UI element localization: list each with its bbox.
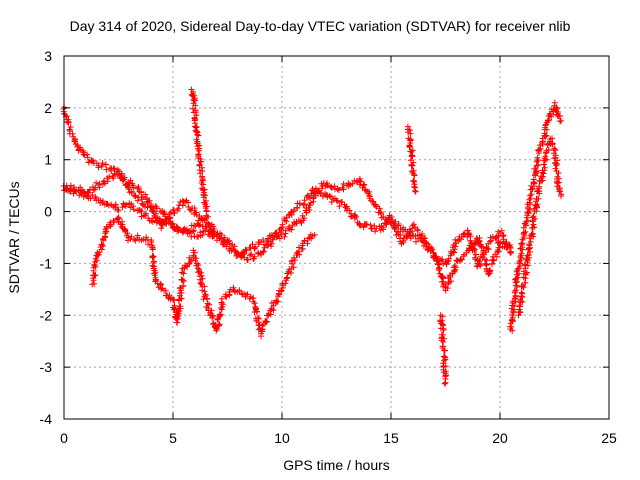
x-tick-label: 20 [492,430,508,446]
data-marks [404,123,419,195]
data-marks [507,99,565,334]
x-tick-label: 5 [169,430,177,446]
x-axis-label: GPS time / hours [283,457,390,473]
data-marks [60,104,220,238]
plot-frame [63,55,610,420]
series-track-c [60,104,220,238]
x-tick-label: 15 [383,430,399,446]
y-axis-label: SDTVAR / TECUs [6,181,22,293]
y-tick-label: 3 [44,48,52,64]
series-spike-6h [188,86,211,220]
series-spike-16h [404,123,419,195]
series-track-e [507,99,565,334]
y-tick-label: 0 [44,204,52,220]
y-tick-label: -1 [40,255,53,271]
x-tick-label: 25 [601,430,617,446]
axis-ticks: 0 5 10 15 20 25 -4 -3 -2 -1 0 1 2 3 [40,48,617,446]
data-marks [89,214,318,340]
x-tick-label: 10 [274,430,290,446]
y-tick-label: -4 [40,411,53,427]
data-points [60,86,565,387]
series-dip-17h [437,312,449,387]
data-marks [188,86,211,220]
y-tick-label: -3 [40,359,53,375]
data-marks [515,135,565,319]
chart-title: Day 314 of 2020, Sidereal Day-to-day VTE… [70,18,571,34]
y-tick-label: 1 [44,152,52,168]
y-tick-label: -2 [40,307,53,323]
x-tick-label: 0 [60,430,68,446]
series-track-f [515,135,565,319]
y-tick-label: 2 [44,100,52,116]
data-marks [437,312,449,387]
series-track-d [89,214,318,340]
